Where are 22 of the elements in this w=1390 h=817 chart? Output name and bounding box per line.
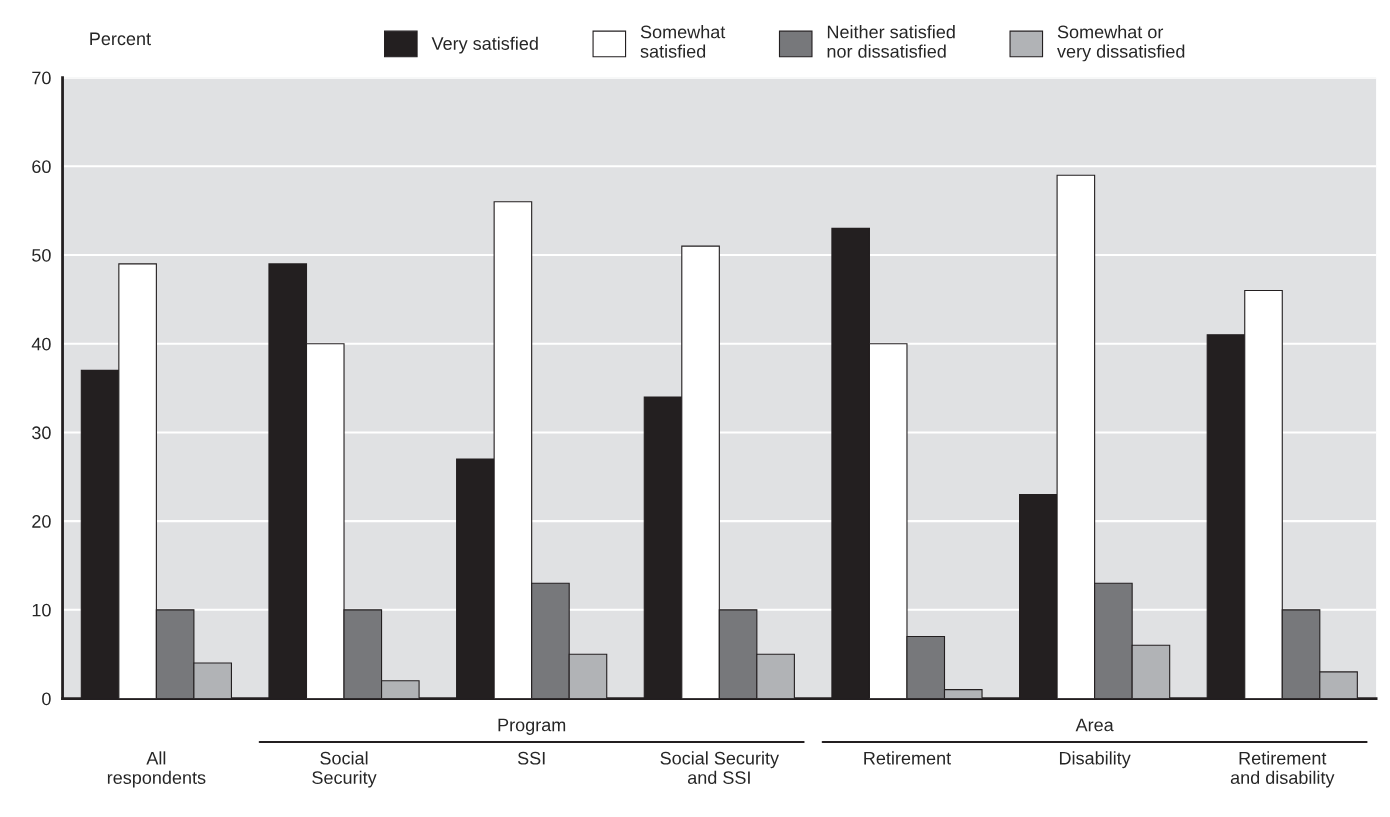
legend-label: Very satisfied xyxy=(431,36,538,54)
x-tick-label: SSI xyxy=(517,751,545,765)
legend-label: Neither satisfied nor dissatisfied xyxy=(827,25,955,58)
y-axis-title: Percent xyxy=(90,32,151,46)
x-tick-label: All respondents xyxy=(107,751,206,788)
y-tick-label: 70 xyxy=(32,71,51,85)
legend-label: Somewhat or very dissatisfied xyxy=(1057,25,1185,62)
text: Program xyxy=(498,718,566,735)
legend-label: Somewhat satisfied xyxy=(640,25,726,58)
x-tick-label: Retirement xyxy=(864,751,951,765)
y-tick-label: 10 xyxy=(32,603,51,617)
y-tick-label: 50 xyxy=(32,248,51,262)
y-tick-label: 60 xyxy=(32,160,51,174)
y-tick-label: 40 xyxy=(31,337,51,351)
x-tick-label: Disability xyxy=(1059,751,1131,769)
y-tick-label: 0 xyxy=(42,692,51,706)
x-tick-label: Social Security xyxy=(312,751,377,788)
text: Area xyxy=(1075,718,1114,732)
x-tick-label: Retirement and disability xyxy=(1230,751,1335,788)
x-tick-label: Social Security and SSI xyxy=(660,751,779,785)
y-tick-label: 30 xyxy=(32,426,51,440)
y-tick-label: 20 xyxy=(32,515,51,528)
